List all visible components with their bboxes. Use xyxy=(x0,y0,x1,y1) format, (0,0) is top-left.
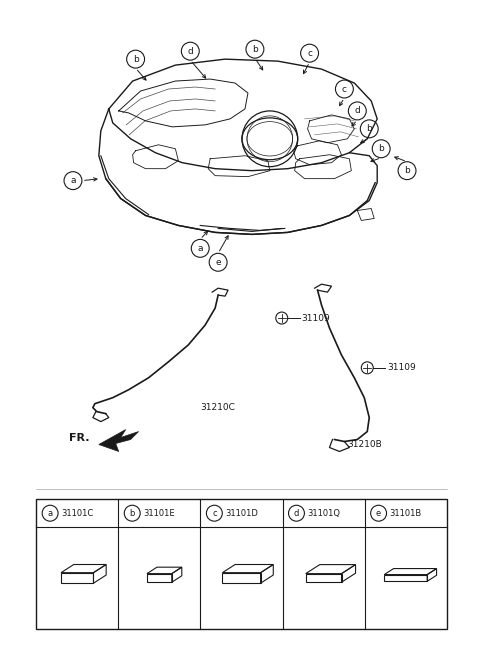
Text: e: e xyxy=(376,509,381,517)
Text: b: b xyxy=(378,144,384,153)
Text: 31210C: 31210C xyxy=(200,403,235,412)
Text: FR.: FR. xyxy=(69,432,89,443)
Polygon shape xyxy=(99,430,139,451)
Text: 31101D: 31101D xyxy=(225,509,258,517)
Text: a: a xyxy=(70,176,76,185)
Text: a: a xyxy=(197,244,203,253)
Text: b: b xyxy=(404,166,410,175)
Text: a: a xyxy=(48,509,53,517)
Text: d: d xyxy=(187,47,193,56)
Text: c: c xyxy=(212,509,216,517)
Text: e: e xyxy=(216,258,221,267)
Text: 31101E: 31101E xyxy=(143,509,175,517)
Text: 31109: 31109 xyxy=(301,314,330,322)
Text: c: c xyxy=(307,48,312,58)
Text: 31109: 31109 xyxy=(387,364,416,372)
Text: d: d xyxy=(294,509,299,517)
Text: b: b xyxy=(366,124,372,134)
Text: 31101Q: 31101Q xyxy=(307,509,340,517)
Text: 31101C: 31101C xyxy=(61,509,93,517)
Text: d: d xyxy=(354,106,360,115)
Bar xyxy=(36,499,447,629)
Text: b: b xyxy=(133,54,139,64)
Text: b: b xyxy=(130,509,135,517)
Text: 31210B: 31210B xyxy=(348,440,382,449)
Text: b: b xyxy=(252,45,258,54)
Text: c: c xyxy=(342,84,347,94)
Text: 31101B: 31101B xyxy=(390,509,422,517)
